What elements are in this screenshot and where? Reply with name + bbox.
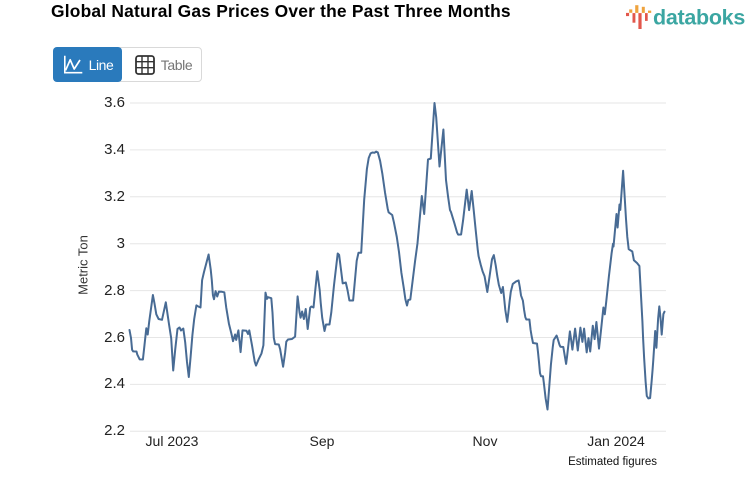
svg-text:databoks: databoks xyxy=(653,5,745,29)
